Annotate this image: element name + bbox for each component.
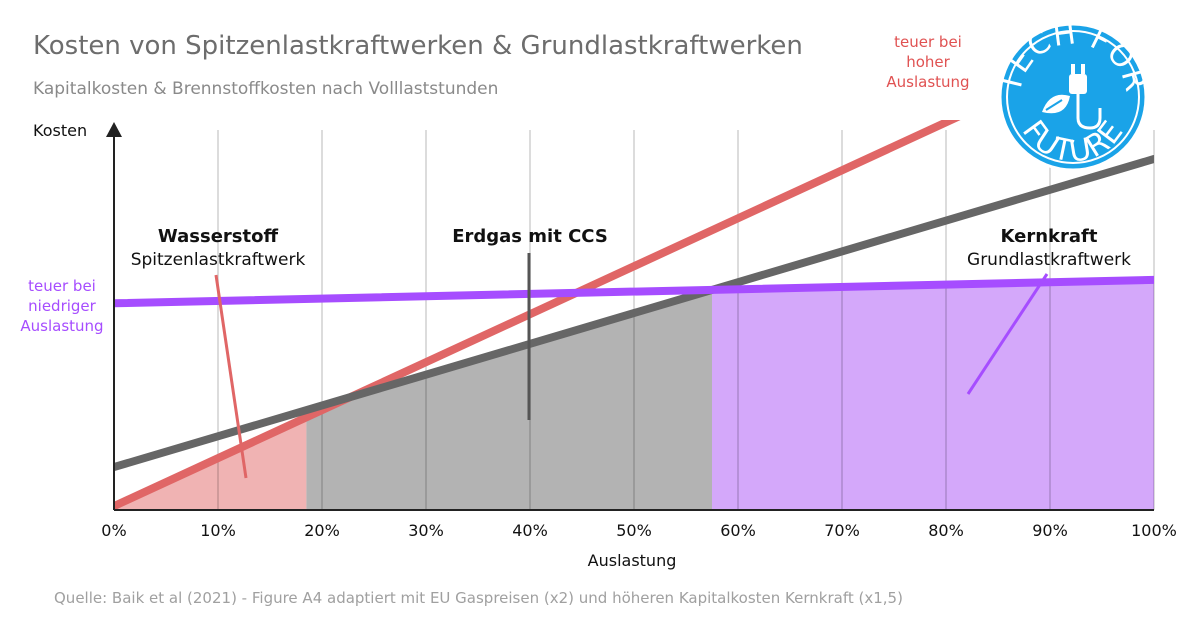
source-note: Quelle: Baik et al (2021) - Figure A4 ad… <box>54 589 903 607</box>
x-tick-label: 70% <box>824 521 860 540</box>
hydrogen-line <box>114 120 961 510</box>
chart-title: Kosten von Spitzenlastkraftwerken & Grun… <box>33 31 803 61</box>
x-tick-labels: 0% 10% 20% 30% 40% 50% 60% 70% 80% 90% 100% <box>101 521 1177 540</box>
nuclear-name-label: Kernkraft <box>1001 226 1098 247</box>
x-tick-label: 90% <box>1032 521 1068 540</box>
x-tick-label: 80% <box>928 521 964 540</box>
gas-name-label: Erdgas mit CCS <box>452 226 608 247</box>
high-load-annotation-line3: Auslastung <box>886 73 969 91</box>
x-tick-label: 10% <box>200 521 236 540</box>
hydrogen-leader-line <box>214 274 248 479</box>
x-tick-label: 20% <box>304 521 340 540</box>
gas-line <box>114 155 1154 472</box>
nuclear-type-label: Grundlastkraftwerk <box>967 250 1131 270</box>
chart-subtitle: Kapitalkosten & Brennstoffkosten nach Vo… <box>33 79 498 99</box>
y-axis-label: Kosten <box>33 121 87 140</box>
series-lines <box>114 120 1154 510</box>
x-tick-label: 40% <box>512 521 548 540</box>
hydrogen-name-label: Wasserstoff <box>158 226 279 247</box>
low-load-annotation-line2: niedriger <box>28 297 97 315</box>
tech-for-future-logo: TECH FOR FUTURE <box>993 16 1152 172</box>
y-axis-arrow <box>106 122 122 137</box>
gas-shaded-region <box>306 289 712 510</box>
high-load-annotation-line1: teuer bei <box>894 33 962 51</box>
x-tick-label: 0% <box>101 521 126 540</box>
x-tick-label: 100% <box>1131 521 1177 540</box>
high-load-annotation-line2: hoher <box>906 53 950 71</box>
low-load-annotation-line3: Auslastung <box>20 317 103 335</box>
x-axis-label: Auslastung <box>588 551 677 570</box>
nuclear-shaded-region <box>712 279 1154 510</box>
x-tick-label: 60% <box>720 521 756 540</box>
hydrogen-type-label: Spitzenlastkraftwerk <box>131 250 306 270</box>
nuclear-leader-line <box>966 273 1049 395</box>
x-tick-label: 30% <box>408 521 444 540</box>
plug-leaf-icon <box>1042 64 1102 130</box>
low-load-annotation-line1: teuer bei <box>28 277 96 295</box>
nuclear-line <box>114 275 1154 308</box>
x-tick-label: 50% <box>616 521 652 540</box>
shaded-regions <box>114 279 1154 510</box>
